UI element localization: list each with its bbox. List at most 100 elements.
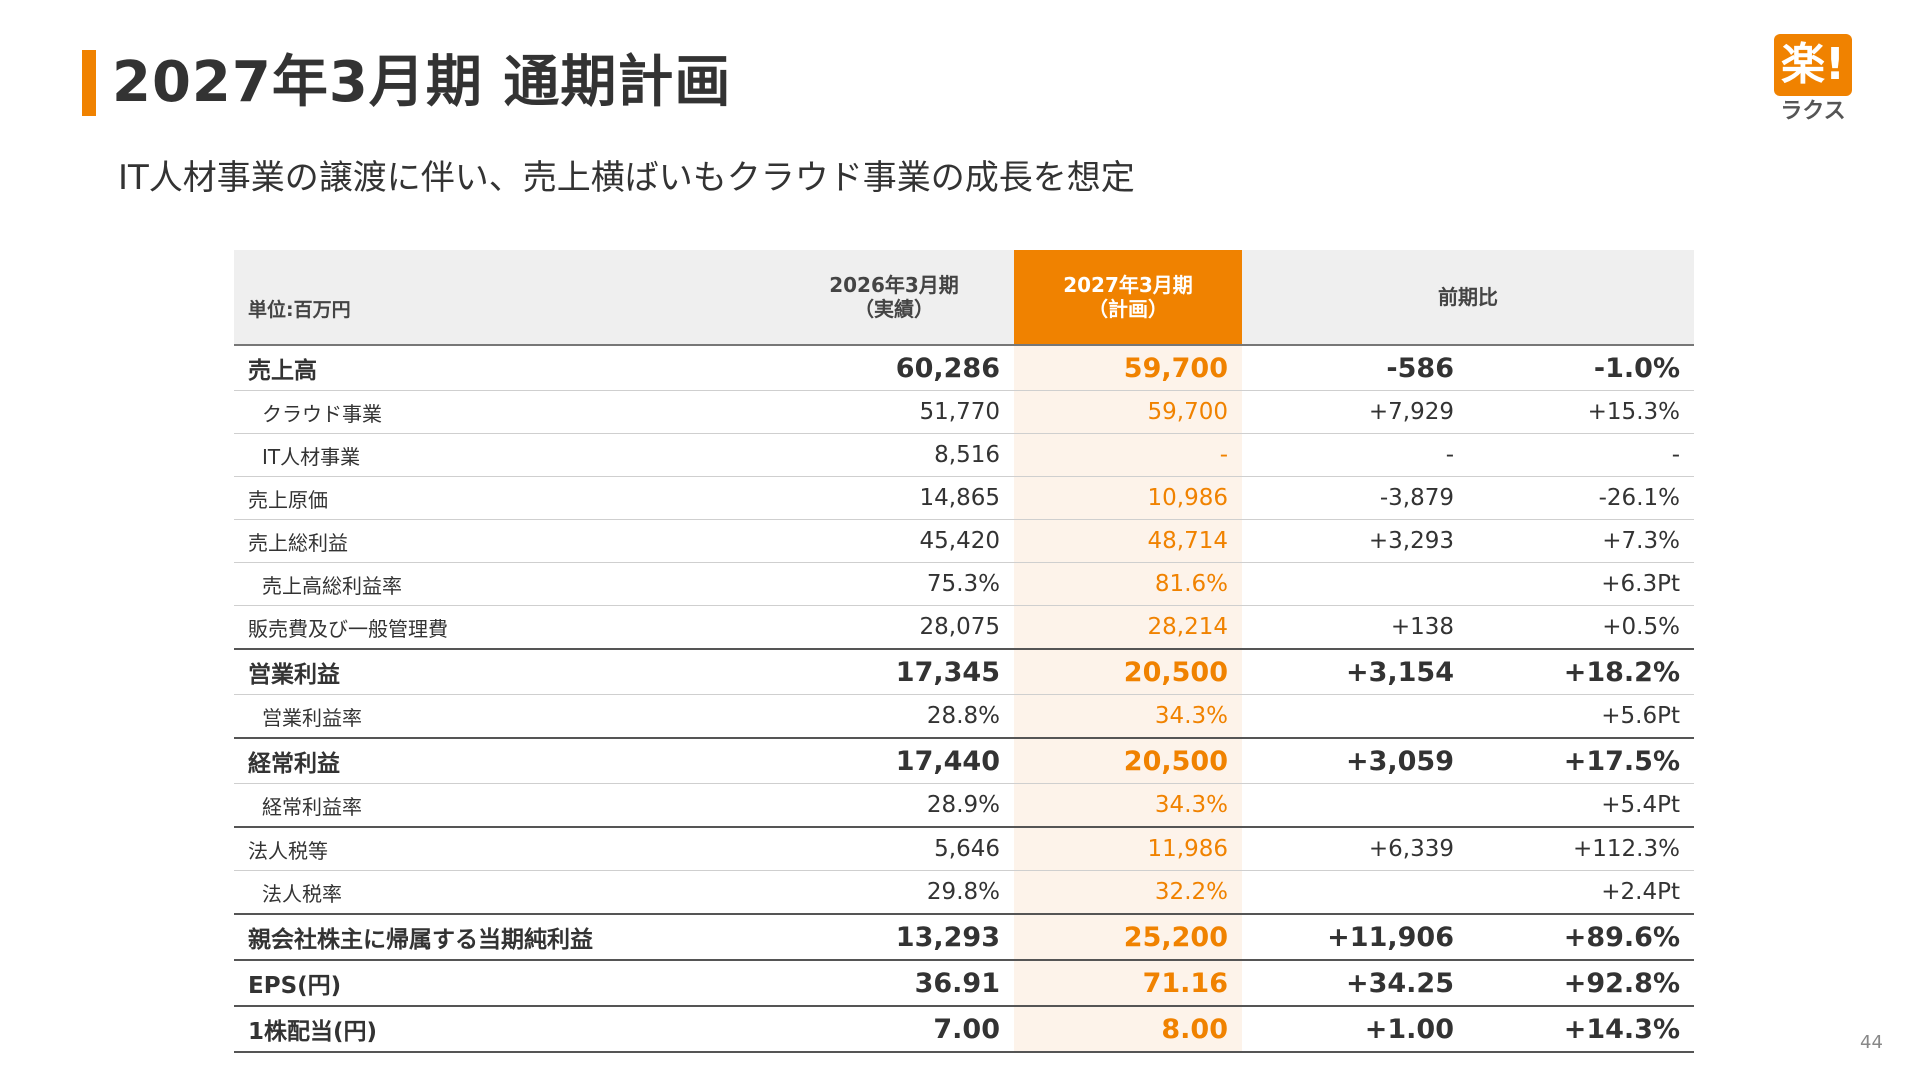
plan-value: 25,200 [1014, 913, 1242, 961]
row-label: クラウド事業 [234, 390, 774, 434]
row-label: EPS(円) [234, 959, 774, 1007]
diff-value: +3,059 [1242, 737, 1468, 784]
row-label: 売上高 [234, 345, 774, 391]
table-row: 経常利益率 28.9% 34.3% +5.4Pt [234, 783, 1694, 828]
diff-value [1242, 562, 1468, 606]
prev-value: 17,345 [774, 648, 1014, 695]
diff-value: +6,339 [1242, 826, 1468, 871]
prev-value: 28,075 [774, 605, 1014, 650]
diff-value: +34.25 [1242, 959, 1468, 1007]
diff-value: -586 [1242, 345, 1468, 391]
plan-year-header-line2: （計画） [1088, 297, 1168, 321]
logo-mark: 楽! [1774, 34, 1852, 96]
pct-value: -26.1% [1468, 476, 1694, 520]
pct-value: -1.0% [1468, 345, 1694, 391]
row-label: 営業利益率 [234, 694, 774, 739]
prev-value: 29.8% [774, 870, 1014, 915]
page-title: 2027年3月期 通期計画 [112, 50, 732, 115]
plan-value: 48,714 [1014, 519, 1242, 563]
row-label: 法人税率 [234, 870, 774, 915]
plan-value: 8.00 [1014, 1005, 1242, 1053]
row-label: 経常利益 [234, 737, 774, 784]
row-label: 売上高総利益率 [234, 562, 774, 606]
diff-value [1242, 783, 1468, 828]
prev-value: 13,293 [774, 913, 1014, 961]
plan-value: 59,700 [1014, 345, 1242, 391]
yoy-header: 前期比 [1242, 250, 1694, 346]
plan-value: 11,986 [1014, 826, 1242, 871]
pct-value: +14.3% [1468, 1005, 1694, 1053]
plan-value: 20,500 [1014, 648, 1242, 695]
prev-value: 14,865 [774, 476, 1014, 520]
prev-value: 28.8% [774, 694, 1014, 739]
plan-value: 34.3% [1014, 783, 1242, 828]
page-number: 44 [1860, 1032, 1883, 1053]
table-row: 販売費及び一般管理費 28,075 28,214 +138 +0.5% [234, 605, 1694, 650]
company-logo: 楽! ラクス [1774, 34, 1854, 128]
plan-value: 71.16 [1014, 959, 1242, 1007]
table-row: 売上高 60,286 59,700 -586 -1.0% [234, 345, 1694, 391]
row-label: 法人税等 [234, 826, 774, 871]
row-label: 親会社株主に帰属する当期純利益 [234, 913, 774, 961]
table-row: 親会社株主に帰属する当期純利益 13,293 25,200 +11,906 +8… [234, 913, 1694, 961]
prev-value: 45,420 [774, 519, 1014, 563]
pct-value: - [1468, 433, 1694, 477]
pct-value: +2.4Pt [1468, 870, 1694, 915]
table-row: IT人材事業 8,516 - - - [234, 433, 1694, 477]
plan-value: 10,986 [1014, 476, 1242, 520]
diff-value: +11,906 [1242, 913, 1468, 961]
logo-text: ラクス [1780, 99, 1846, 124]
table-row: EPS(円) 36.91 71.16 +34.25 +92.8% [234, 959, 1694, 1007]
diff-value: +7,929 [1242, 390, 1468, 434]
prev-value: 28.9% [774, 783, 1014, 828]
pct-value: +92.8% [1468, 959, 1694, 1007]
table-row: 1株配当(円) 7.00 8.00 +1.00 +14.3% [234, 1005, 1694, 1053]
table-row: クラウド事業 51,770 59,700 +7,929 +15.3% [234, 390, 1694, 434]
pct-value: +5.6Pt [1468, 694, 1694, 739]
table-row: 営業利益 17,345 20,500 +3,154 +18.2% [234, 648, 1694, 695]
pct-value: +15.3% [1468, 390, 1694, 434]
diff-value: +3,293 [1242, 519, 1468, 563]
table-row: 営業利益率 28.8% 34.3% +5.6Pt [234, 694, 1694, 739]
plan-value: - [1014, 433, 1242, 477]
unit-header: 単位:百万円 [234, 250, 774, 346]
pct-value: +18.2% [1468, 648, 1694, 695]
prev-value: 5,646 [774, 826, 1014, 871]
prev-year-header-line1: 2026年3月期 [829, 273, 959, 297]
plan-year-header-line1: 2027年3月期 [1063, 273, 1193, 297]
table-header-row: 単位:百万円 2026年3月期 （実績） 2027年3月期 （計画） 前期比 [234, 250, 1694, 346]
row-label: IT人材事業 [234, 433, 774, 477]
diff-value: +3,154 [1242, 648, 1468, 695]
prev-value: 17,440 [774, 737, 1014, 784]
plan-value: 59,700 [1014, 390, 1242, 434]
prev-value: 60,286 [774, 345, 1014, 391]
plan-value: 81.6% [1014, 562, 1242, 606]
table-row: 法人税率 29.8% 32.2% +2.4Pt [234, 870, 1694, 915]
diff-value: +138 [1242, 605, 1468, 650]
pct-value: +17.5% [1468, 737, 1694, 784]
table-row: 売上原価 14,865 10,986 -3,879 -26.1% [234, 476, 1694, 520]
prev-value: 51,770 [774, 390, 1014, 434]
row-label: 1株配当(円) [234, 1005, 774, 1053]
diff-value [1242, 870, 1468, 915]
pct-value: +7.3% [1468, 519, 1694, 563]
prev-value: 8,516 [774, 433, 1014, 477]
pct-value: +0.5% [1468, 605, 1694, 650]
diff-value [1242, 694, 1468, 739]
pct-value: +5.4Pt [1468, 783, 1694, 828]
row-label: 経常利益率 [234, 783, 774, 828]
page-subtitle: IT人材事業の譲渡に伴い、売上横ばいもクラウド事業の成長を想定 [118, 158, 1135, 198]
table-row: 法人税等 5,646 11,986 +6,339 +112.3% [234, 826, 1694, 871]
table-row: 売上総利益 45,420 48,714 +3,293 +7.3% [234, 519, 1694, 563]
table-row: 売上高総利益率 75.3% 81.6% +6.3Pt [234, 562, 1694, 606]
row-label: 営業利益 [234, 648, 774, 695]
row-label: 販売費及び一般管理費 [234, 605, 774, 650]
plan-value: 20,500 [1014, 737, 1242, 784]
title-accent-bar [82, 50, 96, 116]
prev-value: 7.00 [774, 1005, 1014, 1053]
diff-value: - [1242, 433, 1468, 477]
pct-value: +6.3Pt [1468, 562, 1694, 606]
row-label: 売上原価 [234, 476, 774, 520]
row-label: 売上総利益 [234, 519, 774, 563]
prev-year-header: 2026年3月期 （実績） [774, 250, 1014, 346]
